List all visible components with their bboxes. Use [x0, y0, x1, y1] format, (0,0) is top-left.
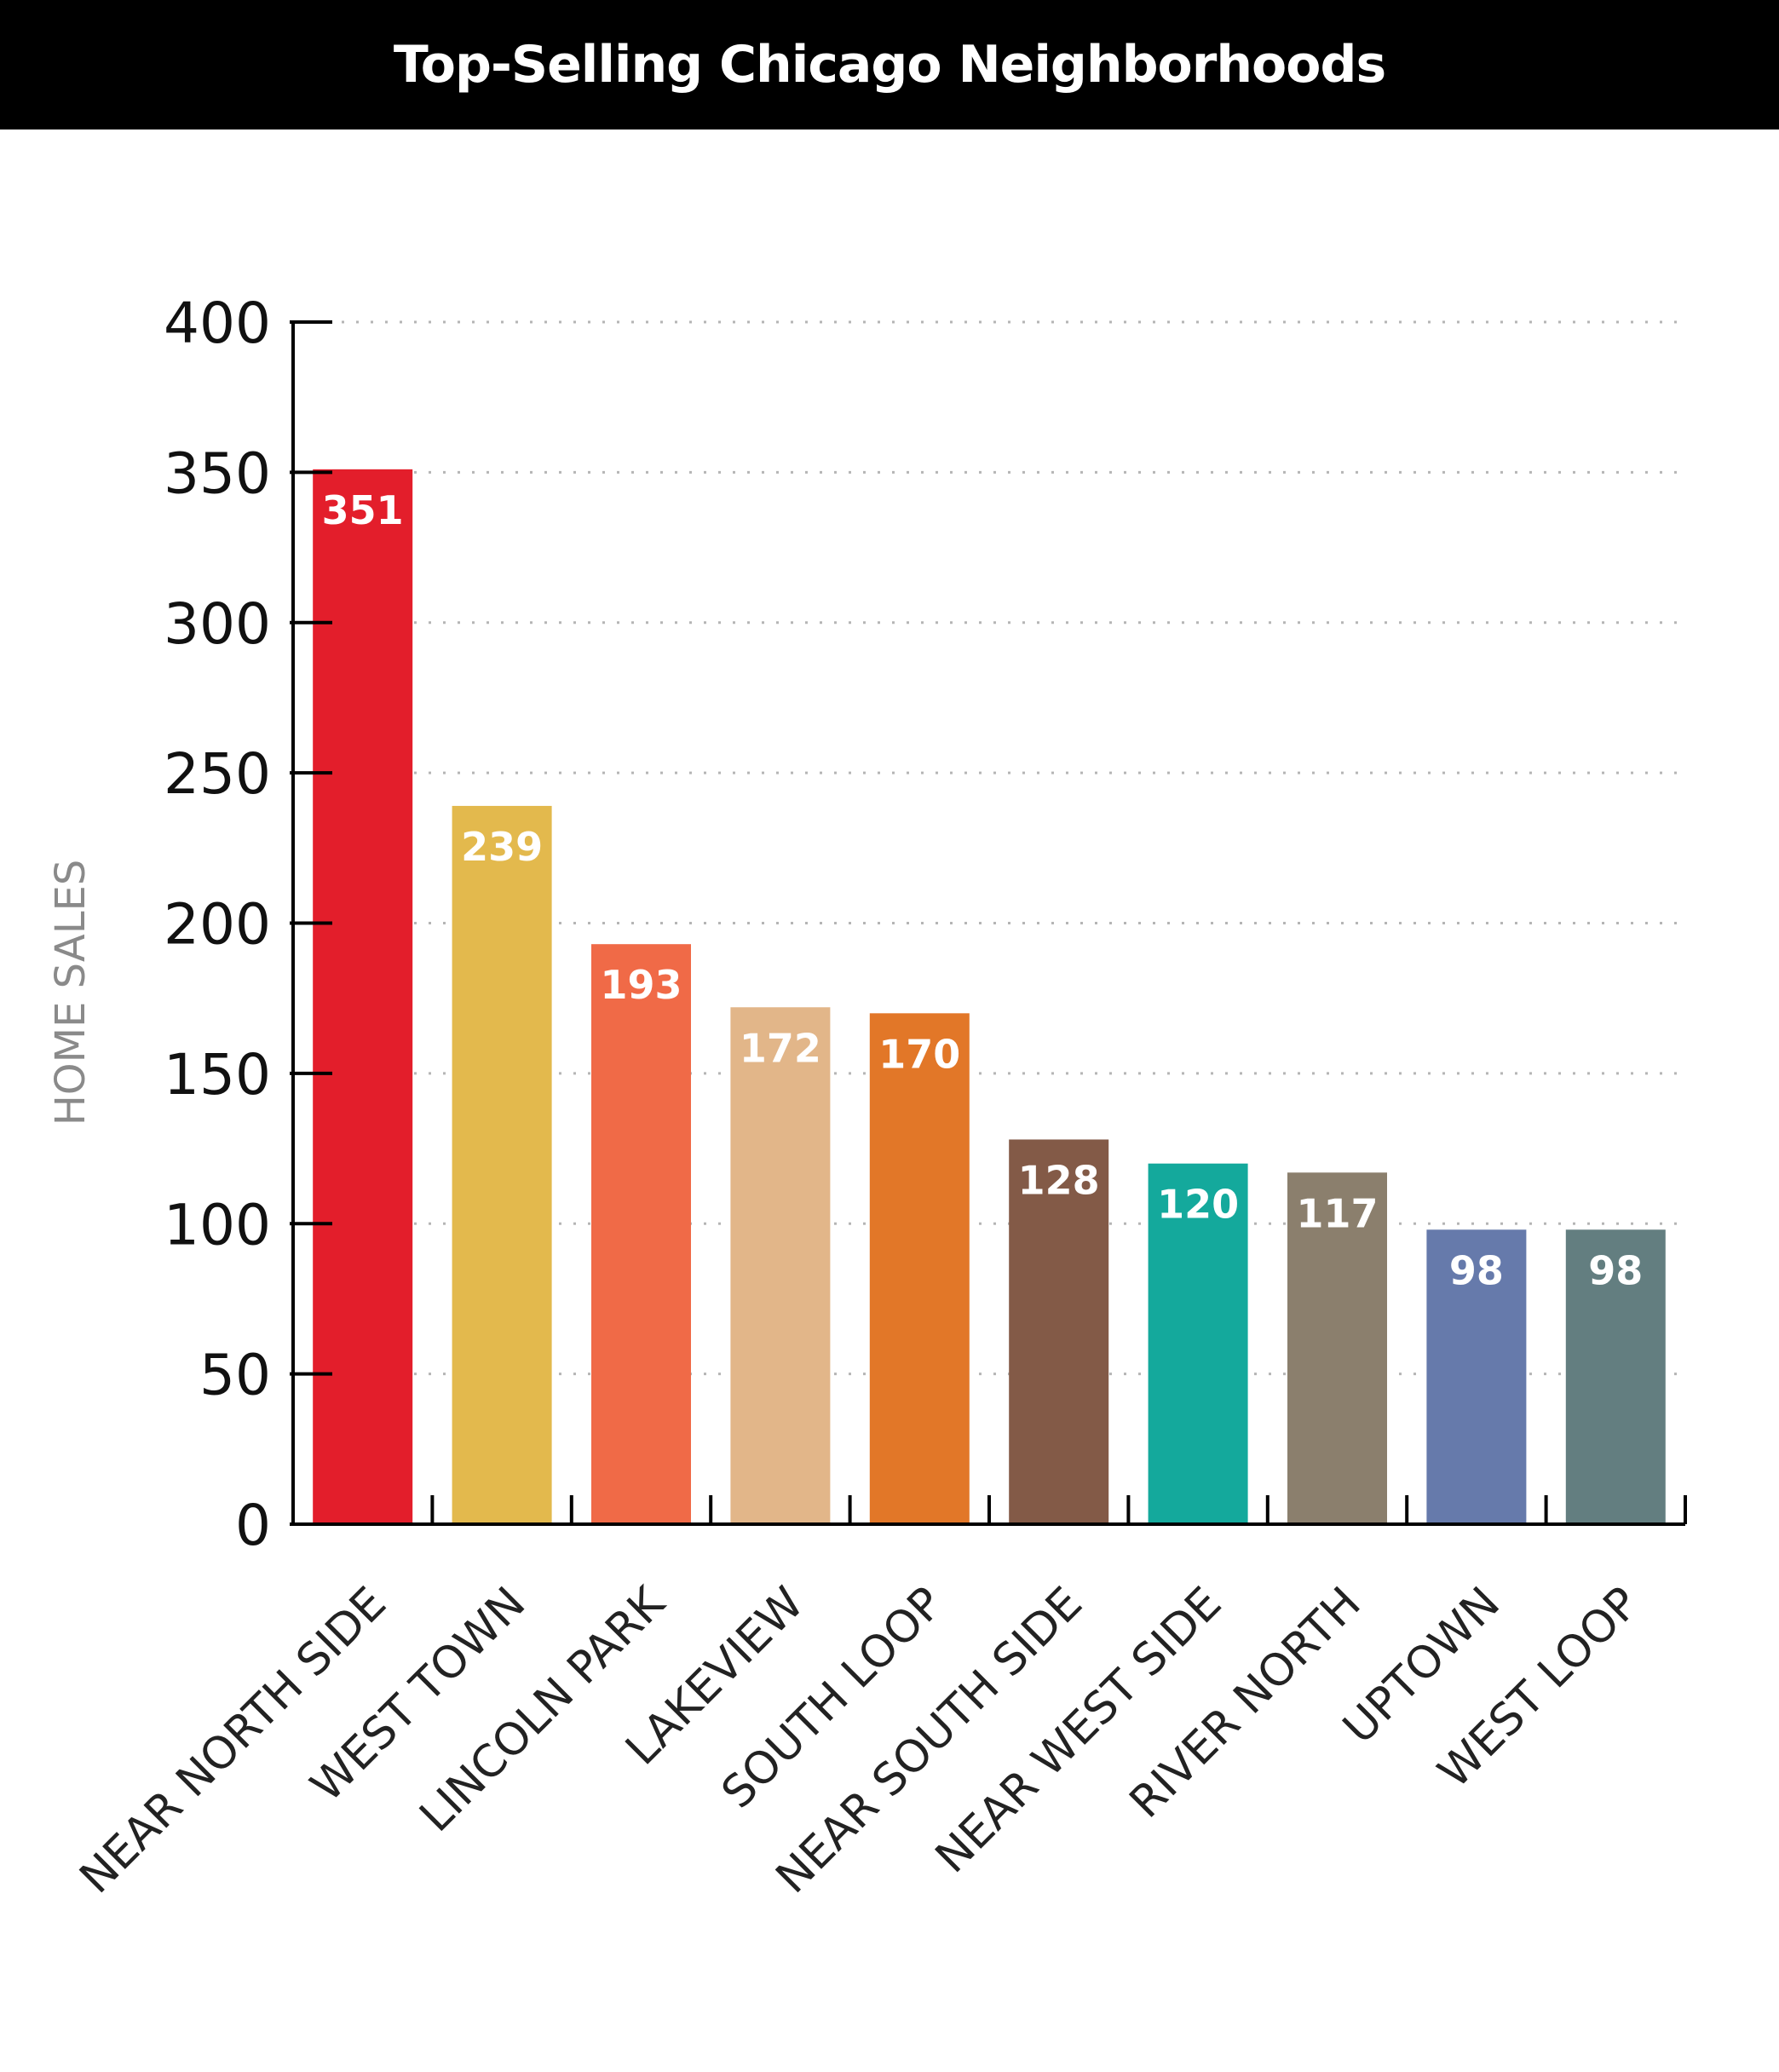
bar-value-label: 128	[1018, 1157, 1100, 1203]
bar	[1426, 1229, 1527, 1524]
bars: 351 239 193 172 170 128 120 117 98 98	[313, 469, 1666, 1525]
y-tick-label: 150	[164, 1042, 271, 1108]
y-tick-label: 350	[164, 440, 271, 506]
bar	[1148, 1163, 1248, 1524]
bar	[591, 944, 691, 1524]
bar-value-label: 172	[740, 1025, 821, 1071]
bar	[313, 469, 413, 1525]
y-tick-label: 100	[164, 1192, 271, 1258]
chart-title: Top-Selling Chicago Neighborhoods	[393, 35, 1386, 95]
y-tick-labels: 0 50 100 150 200 250 300 350 400	[164, 291, 271, 1558]
bar	[1287, 1172, 1387, 1524]
y-tick-label: 50	[199, 1343, 271, 1408]
bar-value-label: 351	[322, 487, 404, 533]
y-tick-label: 0	[235, 1493, 271, 1558]
y-tick-label: 300	[164, 591, 271, 657]
title-bar: Top-Selling Chicago Neighborhoods	[0, 0, 1779, 130]
bar-value-label: 98	[1449, 1247, 1504, 1293]
bar-value-label: 120	[1157, 1182, 1239, 1228]
axes	[290, 320, 1687, 1526]
bar-value-label: 193	[600, 962, 682, 1008]
bar	[730, 1007, 831, 1524]
bar-value-label: 170	[878, 1031, 960, 1077]
bar-value-label: 117	[1296, 1190, 1378, 1236]
bar	[1565, 1229, 1666, 1524]
y-tick-label: 400	[164, 291, 271, 356]
y-tick-label: 250	[164, 741, 271, 807]
y-tick-label: 200	[164, 892, 271, 958]
bar	[452, 805, 552, 1524]
bar-value-label: 239	[461, 824, 543, 870]
bar	[1009, 1139, 1109, 1524]
bar	[869, 1013, 970, 1524]
bar-value-label: 98	[1588, 1247, 1643, 1293]
y-axis-label: HOME SALES	[47, 860, 95, 1126]
x-category-label: LINCOLN PARK	[410, 1576, 676, 1842]
